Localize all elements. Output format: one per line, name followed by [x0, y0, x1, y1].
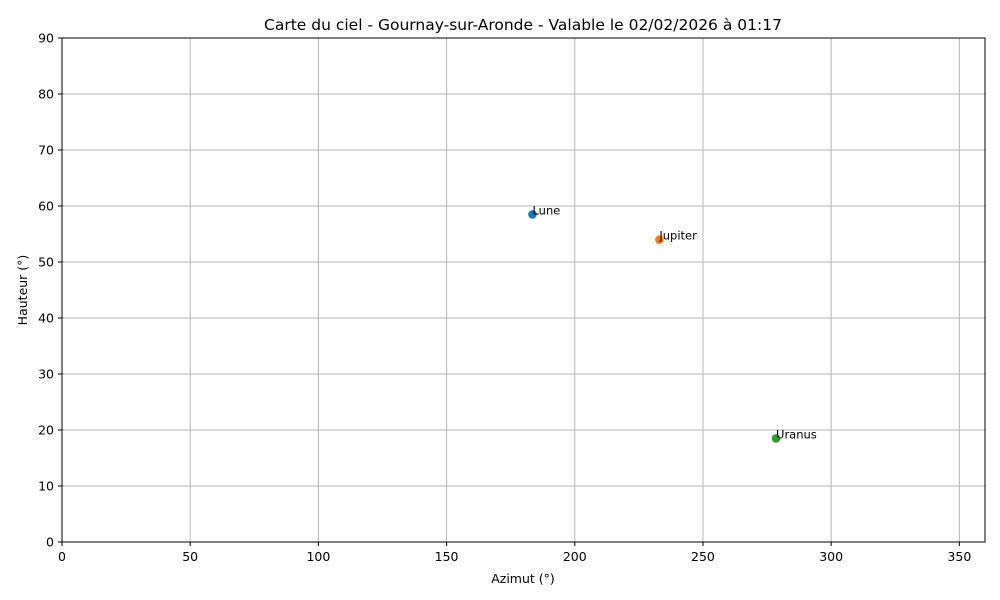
- data-point-lune: [528, 210, 537, 219]
- y-tick-label: 50: [38, 255, 54, 270]
- data-point-uranus: [771, 434, 781, 443]
- y-tick-label: 70: [38, 143, 54, 158]
- data-point-jupiter: [655, 235, 664, 244]
- plot-frame: [61, 37, 986, 543]
- y-tick-label: 20: [38, 423, 54, 438]
- x-tick-label: 300: [819, 549, 843, 564]
- x-tick-label: 200: [563, 549, 587, 564]
- chart-title: Carte du ciel - Gournay-sur-Aronde - Val…: [264, 16, 782, 34]
- ticks-layer: 0 50 100 150 200 250 300 350 0 10 20 30 40 50 60 70 80 90: [38, 31, 971, 565]
- x-tick-label: 0: [58, 549, 66, 564]
- data-label-uranus: Uranus: [776, 427, 817, 441]
- x-tick-label: 50: [182, 549, 198, 564]
- y-tick-label: 60: [38, 199, 54, 214]
- x-tick-label: 100: [306, 549, 330, 564]
- x-axis-label: Azimut (°): [491, 571, 555, 586]
- x-tick-label: 350: [947, 549, 971, 564]
- y-tick-label: 40: [38, 311, 54, 326]
- y-tick-label: 30: [38, 367, 54, 382]
- y-axis-label: Hauteur (°): [15, 255, 30, 326]
- data-label-lune: Lune: [532, 203, 560, 217]
- points-layer: Lune Jupiter Uranus: [528, 203, 817, 443]
- data-label-jupiter: Jupiter: [658, 229, 697, 243]
- y-tick-label: 10: [38, 479, 54, 494]
- grid-layer: [61, 37, 985, 543]
- x-tick-label: 150: [435, 549, 459, 564]
- y-tick-label: 0: [46, 535, 54, 550]
- x-tick-label: 250: [691, 549, 715, 564]
- y-tick-label: 80: [38, 87, 54, 102]
- y-tick-label: 90: [38, 31, 54, 46]
